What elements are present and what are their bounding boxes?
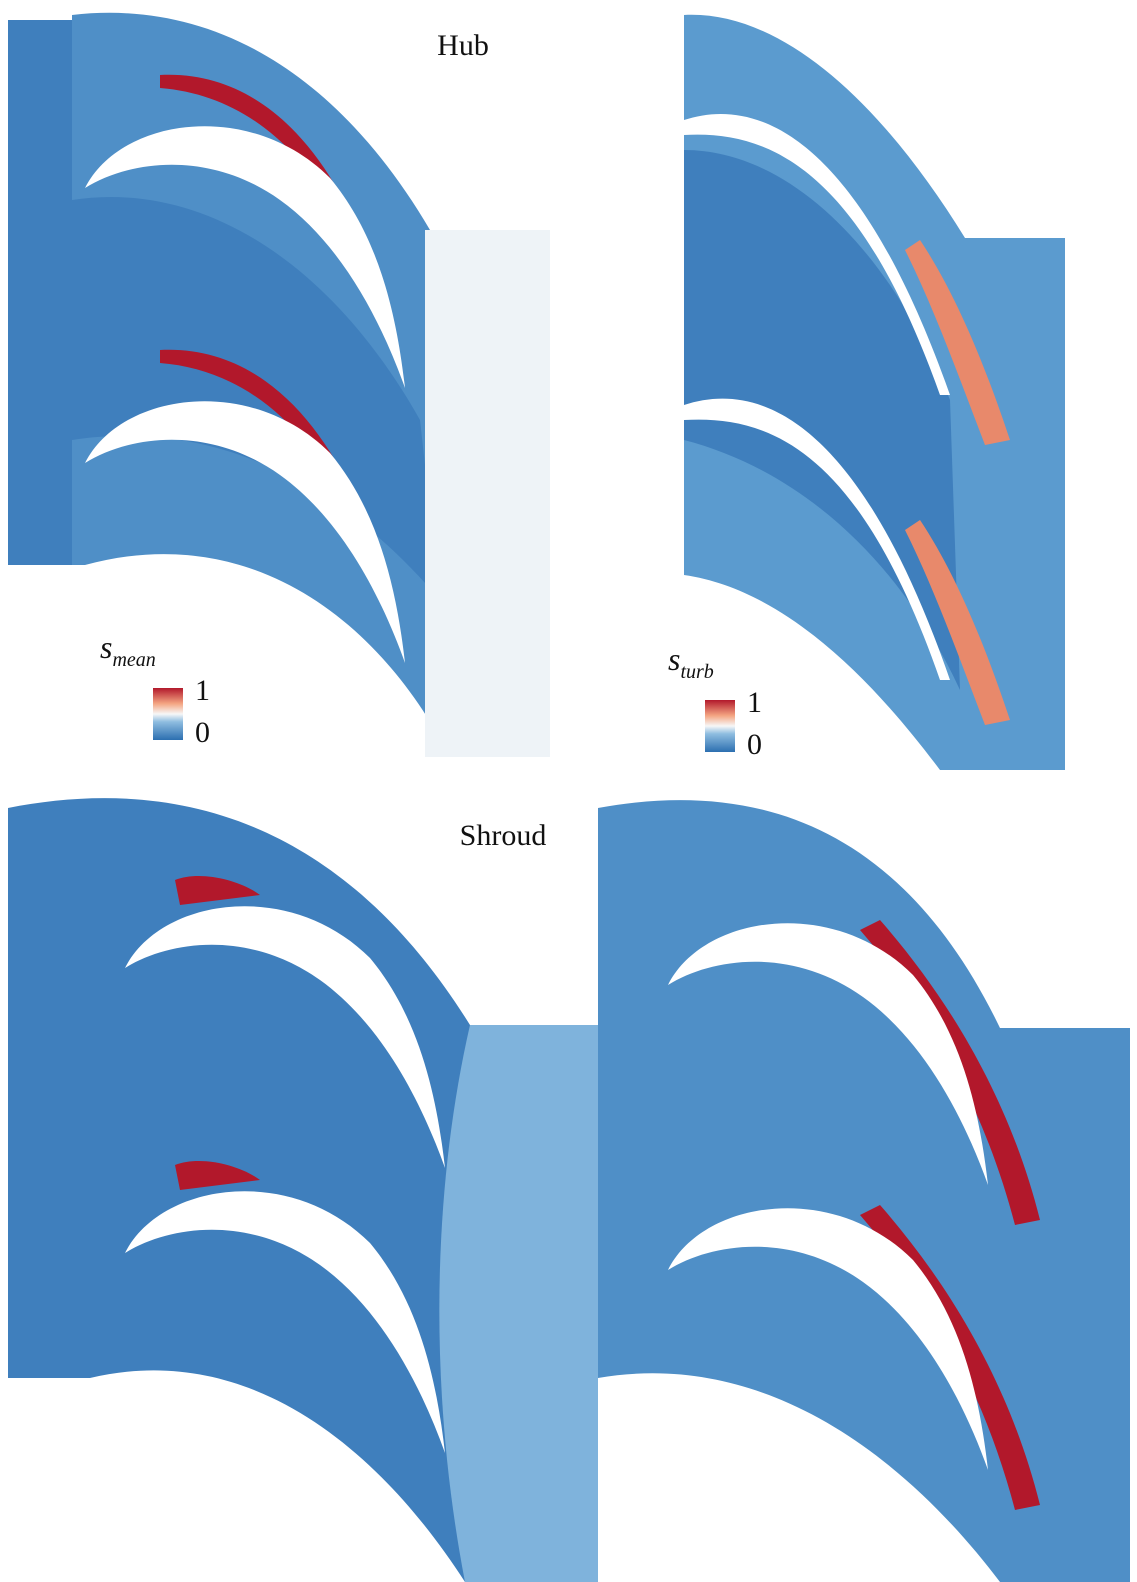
- high-entropy-streak: [175, 1160, 260, 1190]
- colorbar-mean: smean 1 0: [100, 629, 210, 749]
- subscript: turb: [680, 661, 713, 683]
- shroud-mean-panel: Shroud: [8, 798, 598, 1582]
- colorbar: [153, 688, 183, 740]
- colorbar-title: sturb: [668, 641, 714, 683]
- turb-streak: [905, 520, 1010, 725]
- outlet-region: [425, 230, 550, 757]
- turb-streak: [860, 920, 1040, 1225]
- colorbar-title: smean: [100, 629, 156, 671]
- shroud-turb-panel: [598, 800, 1130, 1582]
- colorbar-max: 1: [747, 686, 762, 719]
- colorbar-turb: sturb 1 0: [668, 641, 762, 761]
- panel-label: Hub: [437, 29, 489, 62]
- symbol: s: [668, 641, 680, 677]
- hub-mean-panel: Hub: [8, 12, 550, 758]
- colorbar-min: 0: [195, 716, 210, 749]
- contour-band: [439, 1025, 598, 1582]
- panel-label: Shroud: [460, 819, 547, 852]
- turb-streak: [860, 1205, 1040, 1510]
- turb-streak: [905, 240, 1010, 445]
- inlet-block: [8, 20, 72, 565]
- high-entropy-streak: [175, 875, 260, 905]
- blade: [684, 113, 950, 395]
- blade: [684, 398, 950, 680]
- symbol: s: [100, 629, 112, 665]
- domain: [598, 800, 1130, 1582]
- hub-turb-panel: [684, 14, 1065, 771]
- subscript: mean: [112, 649, 155, 671]
- colorbar-min: 0: [747, 728, 762, 761]
- colorbar-max: 1: [195, 674, 210, 707]
- colorbar: [705, 700, 735, 752]
